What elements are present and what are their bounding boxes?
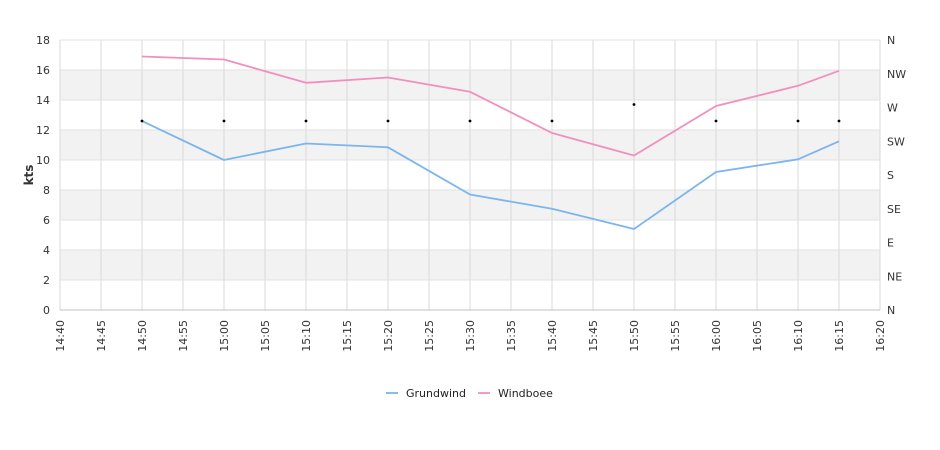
y-tick-label: 18 <box>36 34 50 47</box>
x-tick-label: 15:05 <box>259 320 272 352</box>
y-tick-label: 6 <box>43 214 50 227</box>
direction-tick-label: S <box>887 169 894 182</box>
y-axis-ticks: 0 2 4 6 8 10 12 14 16 18 <box>36 34 50 317</box>
direction-point <box>550 119 554 123</box>
x-tick-label: 15:50 <box>628 320 641 352</box>
grid-lines <box>59 39 881 311</box>
direction-point <box>386 119 390 123</box>
direction-tick-label: E <box>887 237 894 250</box>
direction-tick-label: SE <box>887 203 901 216</box>
legend-label: Grundwind <box>406 387 466 400</box>
y-tick-label: 14 <box>36 94 50 107</box>
direction-tick-label: N <box>887 304 895 317</box>
x-tick-label: 14:55 <box>177 320 190 352</box>
direction-point <box>714 119 718 123</box>
legend-label: Windboee <box>498 387 553 400</box>
x-tick-label: 15:45 <box>587 320 600 352</box>
y-tick-label: 16 <box>36 64 50 77</box>
x-tick-label: 16:15 <box>833 320 846 352</box>
direction-tick-label: NE <box>887 270 902 283</box>
direction-point <box>304 119 308 123</box>
direction-point <box>837 119 841 123</box>
direction-tick-label: W <box>887 102 898 115</box>
y-tick-label: 10 <box>36 154 50 167</box>
y-tick-label: 0 <box>43 304 50 317</box>
x-tick-label: 15:35 <box>505 320 518 352</box>
y-axis-label: kts <box>22 165 36 186</box>
x-tick-label: 16:00 <box>710 320 723 352</box>
direction-point <box>222 119 226 123</box>
x-tick-label: 15:15 <box>341 320 354 352</box>
x-tick-label: 16:05 <box>751 320 764 352</box>
x-tick-label: 14:40 <box>54 320 67 352</box>
x-tick-label: 14:50 <box>136 320 149 352</box>
series-line-windboee <box>141 55 840 157</box>
direction-point <box>140 119 144 123</box>
x-tick-label: 15:25 <box>423 320 436 352</box>
y-tick-label: 12 <box>36 124 50 137</box>
direction-point <box>632 103 636 106</box>
direction-tick-label: N <box>887 34 895 47</box>
direction-point <box>468 119 472 123</box>
y-tick-label: 2 <box>43 274 50 287</box>
x-tick-label: 15:30 <box>464 320 477 352</box>
legend: Grundwind Windboee <box>386 387 553 400</box>
x-tick-label: 15:00 <box>218 320 231 352</box>
x-tick-label: 15:40 <box>546 320 559 352</box>
x-tick-label: 16:20 <box>874 320 887 352</box>
x-axis-ticks: 14:40 14:45 14:50 14:55 15:00 15:05 15:10 15:15… <box>54 320 887 352</box>
y-tick-label: 4 <box>43 244 50 257</box>
direction-tick-label: NW <box>887 68 906 81</box>
x-tick-label: 14:45 <box>95 320 108 352</box>
direction-tick-label: SW <box>887 135 905 148</box>
direction-point <box>796 119 800 123</box>
x-tick-label: 15:20 <box>382 320 395 352</box>
x-tick-label: 16:10 <box>792 320 805 352</box>
y-tick-label: 8 <box>43 184 50 197</box>
direction-points <box>140 103 841 123</box>
direction-axis-ticks: N NE E SE S SW W NW N <box>887 34 906 317</box>
series-line-grundwind <box>141 120 840 230</box>
series-lines <box>141 55 840 230</box>
x-tick-label: 15:10 <box>300 320 313 352</box>
x-tick-label: 15:55 <box>669 320 682 352</box>
